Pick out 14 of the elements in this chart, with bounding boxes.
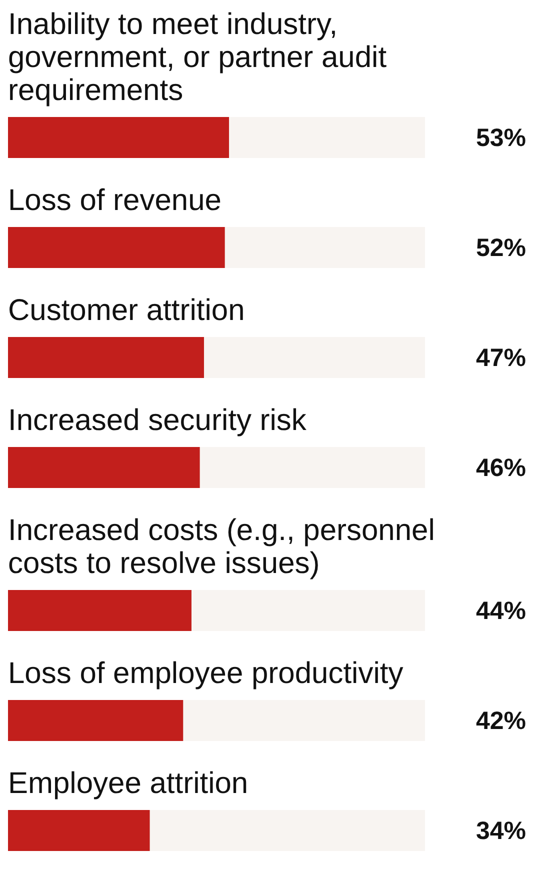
y-tick-label: Loss of employee productivity — [8, 657, 404, 690]
y-tick-label: Loss of revenue — [8, 184, 222, 217]
y-tick-label: Employee attrition — [8, 767, 248, 800]
y-tick-label: Increased costs (e.g., personnel costs to resolve issues) — [8, 514, 435, 580]
data-label: 47% — [476, 344, 526, 372]
data-label: 53% — [476, 124, 526, 152]
y-tick-label: Increased security risk — [8, 404, 308, 437]
data-label: 52% — [476, 234, 526, 262]
y-tick-label: Customer attrition — [8, 294, 245, 327]
data-label: 34% — [476, 817, 526, 845]
y-tick-label: Inability to meet industry, government, or partner audit requirements — [8, 8, 388, 107]
data-label: 44% — [476, 597, 526, 625]
data-label: 46% — [476, 454, 526, 482]
data-label: 42% — [476, 707, 526, 735]
